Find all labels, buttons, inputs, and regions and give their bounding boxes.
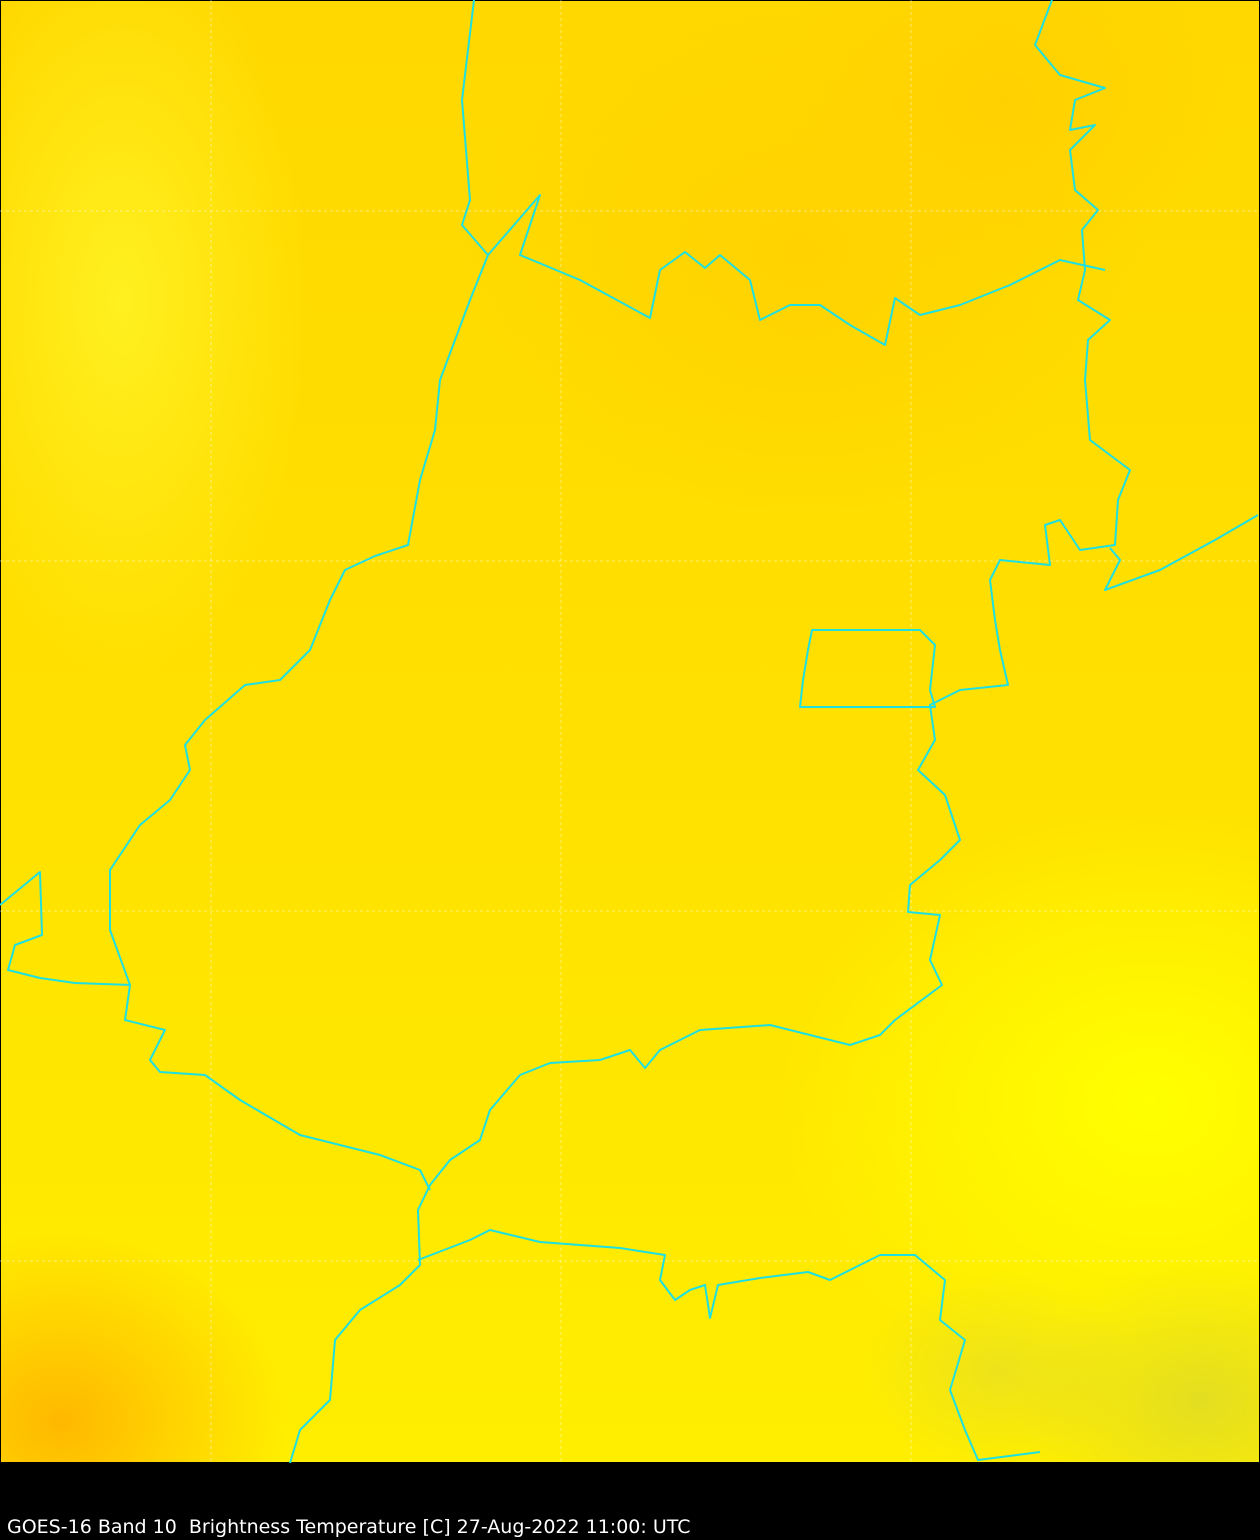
border-line (1104, 514, 1259, 591)
brightness-temperature-field (0, 0, 1260, 1463)
border-line (0, 871, 131, 986)
map-overlay (0, 0, 1260, 1463)
figure-caption: GOES-16 Band 10 Brightness Temperature [… (7, 1516, 691, 1538)
border-line (109, 0, 489, 1191)
border-line (289, 0, 1131, 1463)
border-line (417, 1229, 1041, 1461)
state-borders (0, 0, 1259, 1463)
graticule (0, 0, 1260, 1463)
district-boundary (799, 629, 936, 708)
border-line (487, 194, 1106, 346)
